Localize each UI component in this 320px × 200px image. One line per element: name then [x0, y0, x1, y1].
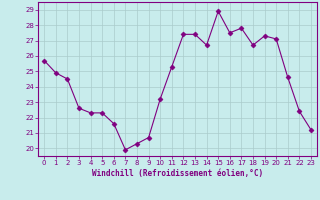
X-axis label: Windchill (Refroidissement éolien,°C): Windchill (Refroidissement éolien,°C)	[92, 169, 263, 178]
